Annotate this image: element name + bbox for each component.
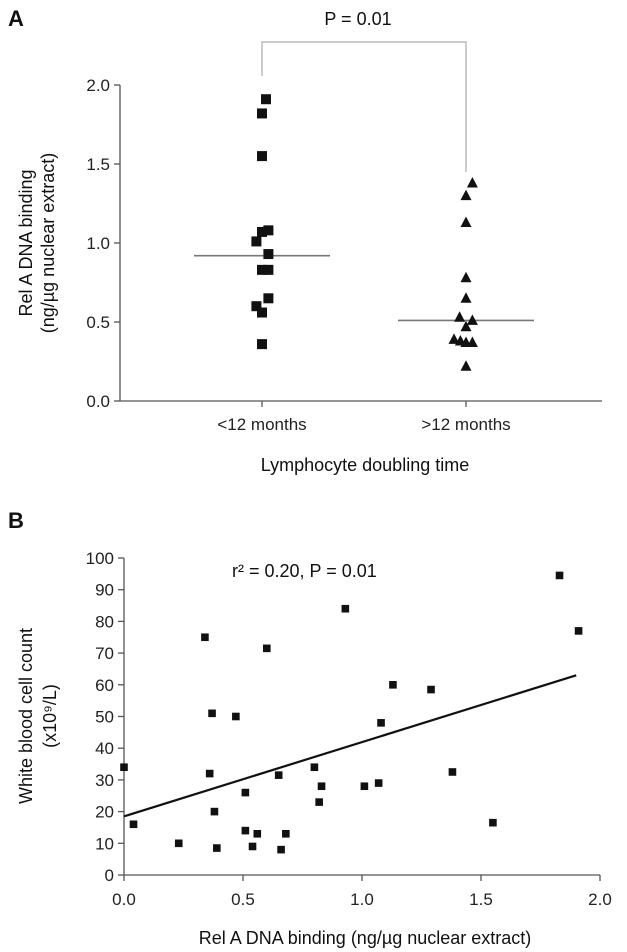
panel-a-y-tick-label: 1.5 bbox=[86, 155, 110, 174]
panel-b-y-ticks: 0 10 20 30 40 50 60 70 80 90 100 bbox=[86, 549, 124, 885]
data-point bbox=[241, 788, 250, 797]
data-point bbox=[174, 839, 183, 848]
panel-b-x-tick-label: 1.0 bbox=[350, 890, 374, 909]
panel-a: A P = 0.01 Rel A DNA binding (ng/µg nucl… bbox=[8, 6, 602, 475]
panel-a-category-label: >12 months bbox=[421, 415, 510, 434]
triangle-marker bbox=[460, 360, 472, 371]
panel-b-x-tick-label: 0.5 bbox=[231, 890, 255, 909]
square-marker bbox=[251, 301, 262, 312]
panel-a-x-ticks: <12 months >12 months bbox=[217, 401, 511, 434]
square-marker bbox=[263, 293, 274, 304]
panel-a-letter: A bbox=[8, 6, 24, 31]
data-point bbox=[341, 604, 350, 613]
triangle-marker bbox=[454, 311, 466, 322]
triangle-marker bbox=[460, 189, 472, 201]
square-marker bbox=[257, 264, 267, 275]
panel-a-annotation: P = 0.01 bbox=[324, 9, 391, 29]
panel-a-xlabel: Lymphocyte doubling time bbox=[261, 455, 469, 475]
data-point bbox=[205, 769, 214, 778]
panel-a-y-ticks: 0.0 0.5 1.0 1.5 2.0 bbox=[86, 76, 120, 411]
data-point bbox=[210, 807, 219, 816]
panel-b-y-tick-label: 50 bbox=[95, 708, 114, 727]
data-point bbox=[377, 719, 385, 727]
panel-a-y-tick-label: 0.5 bbox=[86, 313, 110, 332]
square-marker bbox=[257, 307, 267, 318]
square-marker bbox=[257, 108, 267, 119]
panel-b-points bbox=[120, 571, 583, 854]
square-marker bbox=[263, 264, 274, 275]
data-point bbox=[232, 712, 240, 721]
data-point bbox=[374, 779, 383, 787]
data-point bbox=[253, 829, 262, 838]
data-point bbox=[317, 782, 326, 791]
triangle-marker bbox=[460, 271, 472, 283]
panel-b-y-tick-label: 80 bbox=[95, 612, 114, 631]
data-point bbox=[574, 627, 583, 635]
panel-a-median-lines bbox=[194, 254, 534, 322]
data-point bbox=[427, 685, 435, 694]
panel-a-y-tick-label: 2.0 bbox=[86, 76, 110, 95]
panel-b-ylabel-line1: White blood cell count bbox=[16, 628, 36, 804]
significance-bracket bbox=[261, 41, 467, 172]
panel-b-y-tick-label: 70 bbox=[95, 644, 114, 663]
square-marker bbox=[263, 225, 274, 236]
panel-a-category-label: <12 months bbox=[217, 415, 306, 434]
panel-b: B r² = 0.20, P = 0.01 White blood cell c… bbox=[8, 508, 612, 948]
data-point bbox=[274, 771, 283, 779]
panel-a-ylabel-line2: (ng/µg nuclear extract) bbox=[38, 153, 58, 333]
square-marker bbox=[257, 339, 267, 350]
data-point bbox=[201, 633, 209, 642]
data-point bbox=[282, 829, 290, 838]
data-point bbox=[448, 768, 457, 776]
data-point bbox=[263, 644, 271, 653]
panel-b-y-tick-label: 0 bbox=[105, 866, 114, 885]
panel-a-ylabel-line1: Rel A DNA binding bbox=[16, 169, 36, 316]
panel-a-y-tick-label: 1.0 bbox=[86, 234, 110, 253]
panel-b-x-tick-label: 1.5 bbox=[469, 890, 493, 909]
triangle-marker bbox=[466, 336, 478, 348]
panel-b-x-ticks: 0.0 0.5 1.0 1.5 2.0 bbox=[112, 875, 612, 909]
panel-b-y-tick-label: 20 bbox=[95, 803, 114, 822]
square-marker bbox=[257, 151, 267, 162]
panel-b-y-tick-label: 90 bbox=[95, 581, 114, 600]
data-point bbox=[248, 842, 257, 851]
data-point bbox=[208, 709, 216, 718]
panel-b-y-tick-label: 60 bbox=[95, 676, 114, 695]
panel-b-letter: B bbox=[8, 508, 24, 533]
square-marker bbox=[251, 236, 262, 247]
panel-b-x-tick-label: 2.0 bbox=[588, 890, 612, 909]
data-point bbox=[389, 681, 397, 689]
panel-b-y-tick-label: 30 bbox=[95, 771, 114, 790]
data-point bbox=[129, 820, 138, 829]
panel-a-points bbox=[251, 94, 478, 371]
triangle-marker bbox=[466, 176, 478, 188]
panel-b-y-tick-label: 100 bbox=[86, 549, 114, 568]
square-marker bbox=[261, 94, 271, 105]
triangle-marker bbox=[460, 320, 472, 332]
triangle-marker bbox=[448, 333, 460, 344]
triangle-marker bbox=[466, 314, 478, 325]
panel-a-y-tick-label: 0.0 bbox=[86, 392, 110, 411]
data-point bbox=[120, 763, 128, 772]
data-point bbox=[555, 571, 564, 580]
data-point bbox=[277, 845, 285, 854]
regression-line bbox=[123, 674, 577, 818]
data-point bbox=[315, 798, 323, 806]
square-marker bbox=[263, 249, 274, 260]
panel-b-ylabel-line2: (x10⁹/L) bbox=[40, 684, 60, 748]
panel-b-y-tick-label: 10 bbox=[95, 834, 114, 853]
panel-b-x-tick-label: 0.0 bbox=[112, 890, 136, 909]
data-point bbox=[489, 818, 497, 827]
panel-b-xlabel: Rel A DNA binding (ng/µg nuclear extract… bbox=[199, 928, 532, 948]
square-marker bbox=[257, 226, 267, 237]
panel-b-annotation: r² = 0.20, P = 0.01 bbox=[232, 561, 377, 581]
triangle-marker bbox=[460, 292, 472, 303]
data-point bbox=[310, 763, 319, 772]
data-point bbox=[241, 826, 250, 835]
panel-b-y-tick-label: 40 bbox=[95, 739, 114, 758]
data-point bbox=[360, 782, 369, 791]
data-point bbox=[213, 844, 221, 852]
triangle-marker bbox=[460, 216, 472, 227]
